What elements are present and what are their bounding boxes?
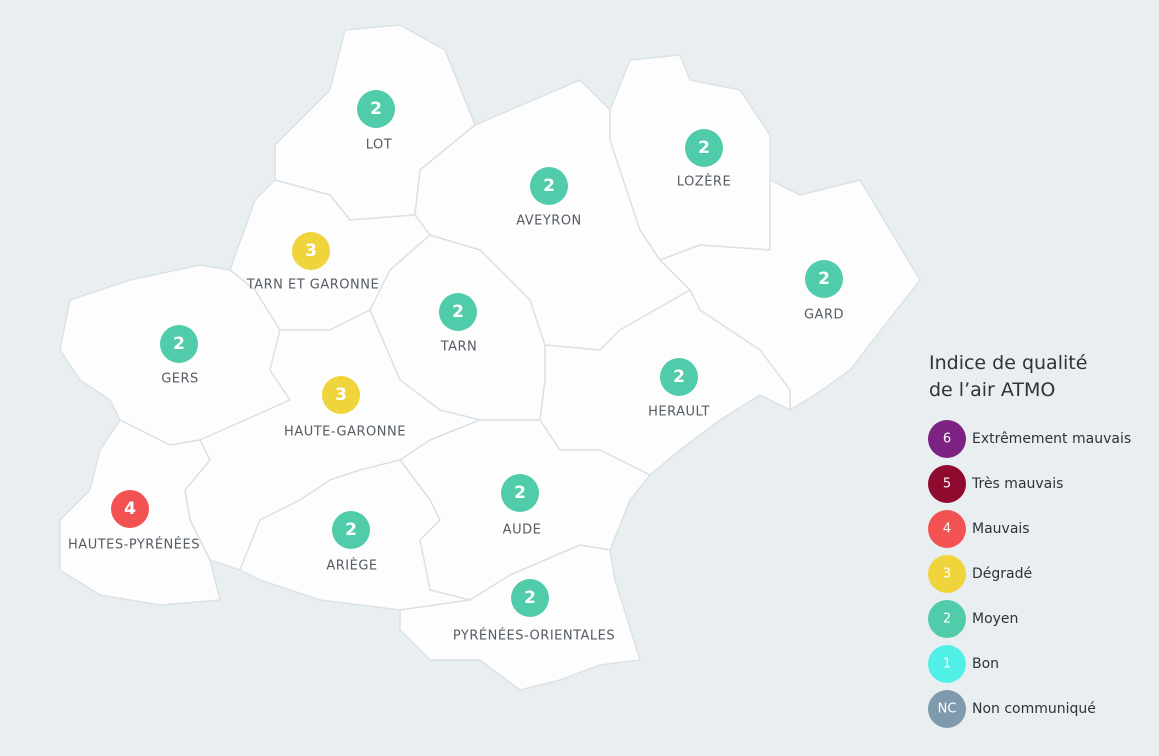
- legend-code: 3: [943, 567, 951, 582]
- legend-swatch: [928, 600, 966, 638]
- department-name: HAUTES-PYRÉNÉES: [68, 537, 200, 553]
- department-name: TARN ET GARONNE: [246, 278, 379, 293]
- index-badge: [439, 293, 477, 331]
- index-badge: [332, 511, 370, 549]
- legend-title: Indice de qualité: [929, 352, 1087, 374]
- department-name: PYRÉNÉES-ORIENTALES: [453, 628, 615, 644]
- shape-pyrenees-orientales: [399, 544, 641, 691]
- legend-label: Bon: [972, 656, 999, 672]
- department-name: ARIÈGE: [326, 558, 377, 574]
- legend-swatch: [928, 555, 966, 593]
- legend-title: de l’air ATMO: [929, 379, 1055, 401]
- legend-swatch: [928, 645, 966, 683]
- index-value: 4: [124, 499, 136, 519]
- index-value: 2: [524, 588, 536, 608]
- index-badge: [501, 474, 539, 512]
- legend-swatch: [928, 465, 966, 503]
- department-name: GERS: [161, 372, 199, 387]
- legend-code: 5: [943, 477, 951, 492]
- index-badge: [357, 90, 395, 128]
- index-value: 2: [452, 302, 464, 322]
- index-badge: [530, 167, 568, 205]
- legend-code: NC: [938, 702, 957, 717]
- legend-label: Très mauvais: [971, 476, 1063, 492]
- department-name: AVEYRON: [516, 214, 582, 229]
- department-name: LOT: [366, 138, 392, 153]
- department-name: GARD: [804, 308, 844, 323]
- legend-swatch: [928, 510, 966, 548]
- index-badge: [292, 232, 330, 270]
- department-name: AUDE: [503, 523, 542, 538]
- department-name: LOZÈRE: [677, 174, 731, 190]
- index-value: 2: [673, 367, 685, 387]
- department-name: TARN: [440, 340, 478, 355]
- index-badge: [685, 129, 723, 167]
- index-value: 2: [173, 334, 185, 354]
- legend-code: 4: [943, 522, 951, 537]
- legend-label: Non communiqué: [972, 701, 1096, 717]
- index-badge: [160, 325, 198, 363]
- department-name: HERAULT: [648, 405, 710, 420]
- index-value: 3: [305, 241, 317, 261]
- index-value: 3: [335, 385, 347, 405]
- legend-label: Moyen: [972, 611, 1018, 627]
- index-value: 2: [514, 483, 526, 503]
- index-badge: [511, 579, 549, 617]
- legend-code: 6: [943, 432, 951, 447]
- department-name: HAUTE-GARONNE: [284, 425, 406, 440]
- index-badge: [660, 358, 698, 396]
- legend-label: Extrêmement mauvais: [972, 431, 1131, 447]
- index-value: 2: [345, 520, 357, 540]
- legend-label: Dégradé: [972, 566, 1032, 582]
- index-value: 2: [818, 269, 830, 289]
- index-badge: [111, 490, 149, 528]
- index-badge: [322, 376, 360, 414]
- legend-swatch: [928, 690, 966, 728]
- legend-label: Mauvais: [972, 521, 1030, 537]
- legend-code: 2: [943, 612, 951, 627]
- index-value: 2: [543, 176, 555, 196]
- index-badge: [805, 260, 843, 298]
- index-value: 2: [698, 138, 710, 158]
- index-value: 2: [370, 99, 382, 119]
- legend-swatch: [928, 420, 966, 458]
- legend-code: 1: [943, 657, 951, 672]
